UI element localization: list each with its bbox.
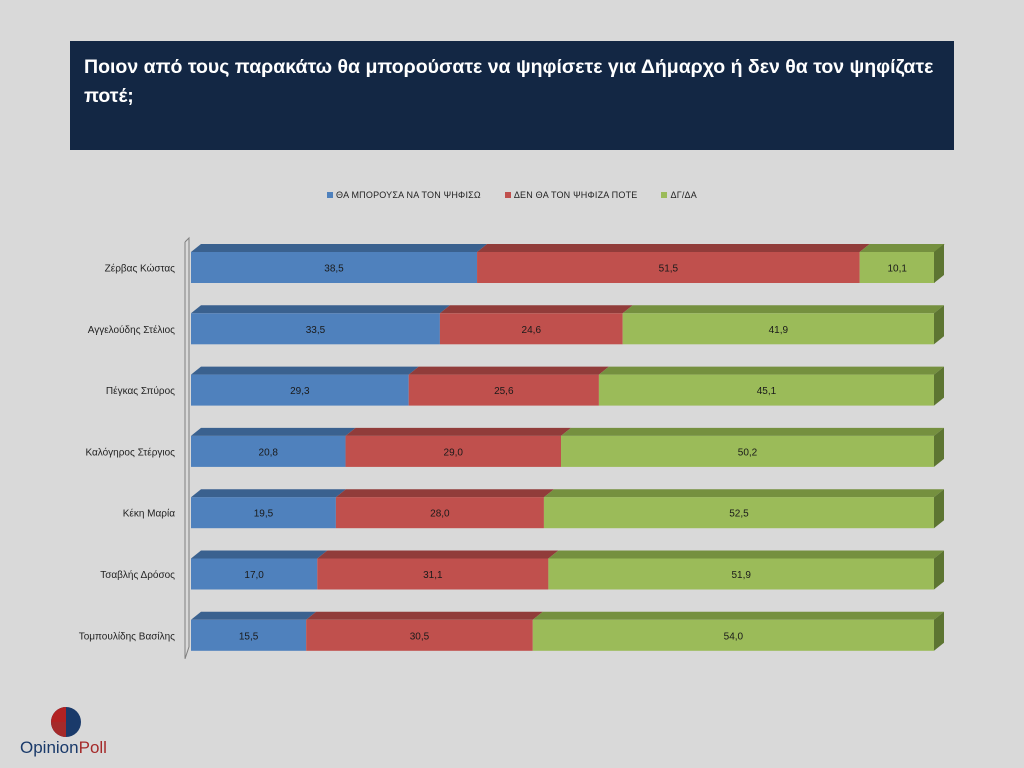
- data-label: 51,5: [659, 264, 679, 275]
- bar-top: [477, 244, 870, 252]
- category-label: Κέκη Μαρία: [123, 508, 175, 520]
- data-label: 52,5: [729, 509, 749, 520]
- bar-top: [191, 489, 346, 498]
- data-label: 17,0: [244, 570, 264, 581]
- legend-label: ΔΓ/ΔΑ: [670, 190, 697, 200]
- bar-side: [934, 366, 944, 406]
- category-label: Πέγκας Σπύρος: [106, 385, 175, 397]
- bar-top: [317, 550, 559, 559]
- bar-segment: [306, 619, 533, 651]
- data-label: 15,5: [239, 631, 259, 642]
- bar-segment: [561, 435, 934, 467]
- legend-item-can-vote: ΘΑ ΜΠΟΡΟΥΣΑ ΝΑ ΤΟΝ ΨΗΦΙΣΩ: [327, 190, 481, 200]
- data-label: 31,1: [423, 570, 443, 581]
- data-label: 30,5: [410, 631, 430, 642]
- bar-segment: [335, 497, 544, 529]
- brand-name: OpinionPoll: [20, 738, 107, 757]
- legend-item-dk-na: ΔΓ/ΔΑ: [661, 190, 697, 200]
- data-label: 28,0: [430, 509, 450, 520]
- bar-segment: [191, 619, 307, 651]
- data-label: 33,5: [306, 325, 326, 336]
- bar-top: [191, 611, 317, 620]
- legend-swatch-blue: [327, 192, 334, 198]
- bar-top: [548, 550, 944, 559]
- data-label: 29,0: [444, 447, 464, 458]
- category-label: Τσαβλής Δρόσος: [100, 569, 175, 581]
- chart-title: Ποιον από τους παρακάτω θα μπορούσατε να…: [84, 56, 934, 107]
- data-label: 10,1: [887, 264, 907, 275]
- data-label: 20,8: [259, 447, 279, 458]
- legend-label: ΔΕΝ ΘΑ ΤΟΝ ΨΗΦΙΖΑ ΠΟΤΕ: [513, 190, 638, 200]
- bar-top: [532, 611, 944, 620]
- bar-segment: [408, 374, 599, 406]
- bar-top: [345, 427, 572, 436]
- bar-top: [543, 489, 944, 498]
- data-label: 51,9: [731, 570, 751, 581]
- category-label: Τομπουλίδης Βασίλης: [79, 630, 175, 642]
- bar-segment: [191, 313, 440, 345]
- axis-wall: [184, 236, 190, 659]
- bar-segment: [477, 252, 860, 283]
- bar-segment: [532, 619, 934, 651]
- data-label: 19,5: [254, 509, 274, 520]
- bar-top: [622, 305, 944, 314]
- bar-side: [934, 244, 944, 283]
- bar-side: [934, 550, 944, 590]
- bar-top: [191, 427, 356, 436]
- bar-side: [934, 489, 944, 529]
- bar-top: [191, 366, 419, 375]
- bar-segment: [191, 497, 336, 529]
- title-banner: Ποιον από τους παρακάτω θα μπορούσατε να…: [70, 41, 954, 150]
- bar-side: [934, 611, 944, 651]
- data-label: 24,6: [522, 325, 542, 336]
- bar-top: [561, 427, 944, 436]
- category-label: Αγγελούδης Στέλιος: [88, 324, 175, 336]
- data-label: 54,0: [724, 631, 744, 642]
- bar-segment: [622, 313, 934, 345]
- brand-logo: OpinionPoll: [20, 706, 120, 762]
- chart-legend: ΘΑ ΜΠΟΡΟΥΣΑ ΝΑ ΤΟΝ ΨΗΦΙΣΩ ΔΕΝ ΘΑ ΤΟΝ ΨΗΦ…: [0, 190, 1024, 200]
- bar-top: [598, 366, 944, 375]
- data-label: 41,9: [769, 325, 789, 336]
- bar-segment: [345, 435, 562, 467]
- data-label: 50,2: [738, 447, 758, 458]
- bar-segment: [859, 252, 935, 283]
- legend-swatch-red: [504, 192, 511, 198]
- legend-label: ΘΑ ΜΠΟΡΟΥΣΑ ΝΑ ΤΟΝ ΨΗΦΙΣΩ: [336, 190, 481, 200]
- legend-item-never-vote: ΔΕΝ ΘΑ ΤΟΝ ΨΗΦΙΖΑ ΠΟΤΕ: [504, 190, 638, 200]
- bar-segment: [317, 558, 549, 590]
- bar-top: [408, 366, 609, 375]
- bar-segment: [598, 374, 934, 406]
- bar-segment: [543, 497, 934, 529]
- legend-swatch-green: [661, 192, 668, 198]
- bar-segment: [191, 374, 409, 406]
- logo-mark-icon: [51, 707, 81, 737]
- bar-top: [859, 244, 945, 252]
- bar-top: [191, 305, 450, 314]
- bar-top: [306, 611, 543, 620]
- bar-segment: [439, 313, 623, 345]
- bar-segment: [191, 558, 318, 590]
- category-label: Ζέρβας Κώστας: [105, 263, 176, 275]
- bar-side: [934, 305, 944, 345]
- category-label: Καλόγηρος Στέργιος: [85, 446, 175, 458]
- bar-segment: [191, 252, 478, 283]
- bar-top: [191, 244, 488, 252]
- bar-side: [934, 427, 944, 467]
- bar-segment: [191, 435, 346, 467]
- data-label: 25,6: [494, 386, 514, 397]
- bar-top: [335, 489, 554, 498]
- bar-segment: [548, 558, 934, 590]
- bar-top: [191, 550, 328, 559]
- data-label: 29,3: [290, 386, 310, 397]
- data-label: 45,1: [757, 386, 777, 397]
- data-label: 38,5: [324, 264, 344, 275]
- bar-top: [439, 305, 633, 314]
